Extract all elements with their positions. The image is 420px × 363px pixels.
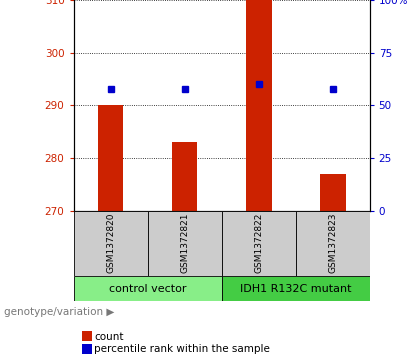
Bar <box>74 276 222 301</box>
Bar <box>74 211 147 276</box>
Bar <box>147 211 222 276</box>
Text: GSM1372822: GSM1372822 <box>254 213 263 273</box>
Text: genotype/variation ▶: genotype/variation ▶ <box>4 307 115 317</box>
Bar <box>222 276 370 301</box>
Bar <box>320 174 346 211</box>
Bar <box>172 142 197 211</box>
Text: GSM1372823: GSM1372823 <box>328 213 337 273</box>
Bar <box>97 105 123 211</box>
Bar <box>296 211 370 276</box>
Text: percentile rank within the sample: percentile rank within the sample <box>94 344 270 354</box>
Text: control vector: control vector <box>109 284 186 294</box>
Text: count: count <box>94 332 124 342</box>
Text: GSM1372820: GSM1372820 <box>106 213 115 273</box>
Text: IDH1 R132C mutant: IDH1 R132C mutant <box>240 284 351 294</box>
Bar <box>246 0 271 211</box>
Text: GSM1372821: GSM1372821 <box>180 213 189 273</box>
Bar <box>222 211 296 276</box>
